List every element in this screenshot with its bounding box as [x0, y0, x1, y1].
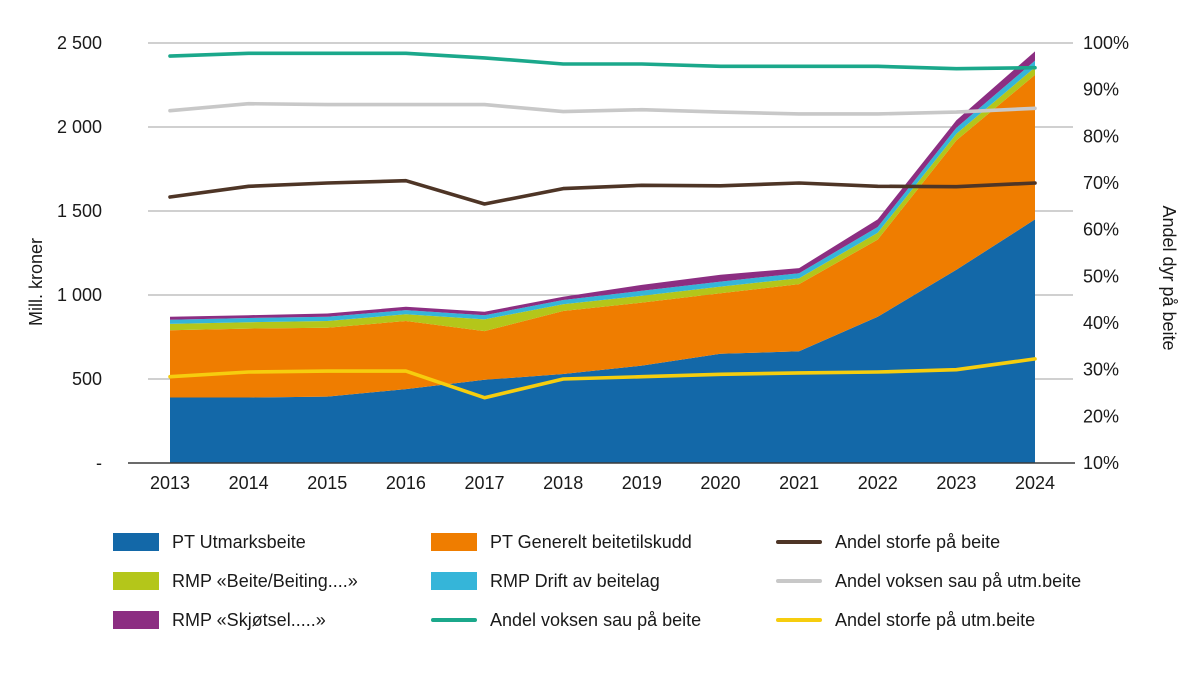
- x-tick-label: 2021: [779, 473, 819, 493]
- legend-item-rmp-drift-av-beitelag: RMP Drift av beitelag: [431, 570, 776, 592]
- legend-item-pt-utmarksbeite: PT Utmarksbeite: [113, 531, 431, 553]
- legend-item-andel-storfe-p-beite: Andel storfe på beite: [776, 531, 1200, 553]
- line-andel-storfe-p-beite: [168, 178, 1037, 206]
- x-tick-label: 2016: [386, 473, 426, 493]
- chart-legend: PT Utmarksbeite RMP «Beite/Beiting....» RM…: [113, 523, 1200, 640]
- combo-chart: 2 500 2 000 1 500 1 000 500 - 100% 90% 80% 70% 60%…: [26, 33, 1179, 493]
- x-tick-label: 2023: [936, 473, 976, 493]
- left-tick-label: 2 000: [57, 117, 102, 137]
- line-andel-voksen-sau-p-beite: [168, 51, 1037, 71]
- area-pt-generelt-beitetilskudd: [170, 74, 1035, 398]
- legend-label: RMP «Beite/Beiting....»: [172, 570, 358, 591]
- right-tick-label: 30%: [1083, 360, 1119, 380]
- x-tick-label: 2014: [229, 473, 269, 493]
- left-tick-label: -: [96, 453, 102, 473]
- legend-label: Andel storfe på utm.beite: [835, 609, 1036, 630]
- stacked-areas: [170, 51, 1035, 463]
- legend-label: PT Generelt beitetilskudd: [490, 531, 692, 552]
- left-tick-label: 1 500: [57, 201, 102, 221]
- legend-label: Andel voksen sau på utm.beite: [835, 570, 1082, 591]
- x-tick-label: 2015: [307, 473, 347, 493]
- legend-label: Andel voksen sau på beite: [490, 609, 702, 630]
- right-tick-label: 100%: [1083, 33, 1129, 53]
- legend-swatch: [113, 611, 159, 630]
- x-tick-label: 2013: [150, 473, 190, 493]
- x-tick-label: 2020: [700, 473, 740, 493]
- legend-line-swatch: [776, 540, 822, 545]
- legend-swatch: [431, 533, 477, 552]
- line-andel-voksen-sau-p-utm-beite: [168, 101, 1037, 116]
- legend-label: PT Utmarksbeite: [172, 531, 306, 552]
- legend-swatch: [113, 572, 159, 591]
- right-tick-label: 60%: [1083, 220, 1119, 240]
- legend-label: RMP Drift av beitelag: [490, 570, 660, 591]
- right-tick-label: 70%: [1083, 173, 1119, 193]
- legend-swatch: [431, 572, 477, 591]
- legend-item-rmp-skj-tsel: RMP «Skjøtsel.....»: [113, 609, 431, 631]
- right-tick-label: 90%: [1083, 80, 1119, 100]
- legend-item-andel-storfe-p-utm-beite: Andel storfe på utm.beite: [776, 609, 1200, 631]
- x-tick-label: 2017: [465, 473, 505, 493]
- legend-item-andel-voksen-sau-p-beite: Andel voksen sau på beite: [431, 609, 776, 631]
- legend-line-swatch: [431, 618, 477, 623]
- x-tick-label: 2018: [543, 473, 583, 493]
- legend-swatch: [113, 533, 159, 552]
- left-tick-label: 1 000: [57, 285, 102, 305]
- legend-label: Andel storfe på beite: [835, 531, 1001, 552]
- x-tick-label: 2019: [622, 473, 662, 493]
- area-pt-utmarksbeite: [170, 219, 1035, 463]
- legend-label: RMP «Skjøtsel.....»: [172, 609, 326, 630]
- x-tick-label: 2024: [1015, 473, 1055, 493]
- percent-lines: [168, 51, 1037, 400]
- right-tick-label: 80%: [1083, 126, 1119, 146]
- x-tick-label: 2022: [858, 473, 898, 493]
- right-tick-label: 10%: [1083, 453, 1119, 473]
- left-tick-label: 500: [72, 369, 102, 389]
- legend-line-swatch: [776, 618, 822, 623]
- legend-item-rmp-beite-beiting: RMP «Beite/Beiting....»: [113, 570, 431, 592]
- legend-item-pt-generelt-beitetilskudd: PT Generelt beitetilskudd: [431, 531, 776, 553]
- left-tick-label: 2 500: [57, 33, 102, 53]
- left-axis-title: Mill. kroner: [26, 238, 46, 326]
- right-tick-label: 40%: [1083, 313, 1119, 333]
- right-axis-title: Andel dyr på beite: [1159, 205, 1179, 350]
- right-tick-label: 50%: [1083, 266, 1119, 286]
- legend-item-andel-voksen-sau-p-utm-beite: Andel voksen sau på utm.beite: [776, 570, 1200, 592]
- line-andel-storfe-p-utm-beite: [168, 357, 1037, 400]
- right-tick-label: 20%: [1083, 406, 1119, 426]
- axis-tick-labels: 2 500 2 000 1 500 1 000 500 - 100% 90% 80% 70% 60%…: [57, 33, 1129, 493]
- legend-line-swatch: [776, 579, 822, 584]
